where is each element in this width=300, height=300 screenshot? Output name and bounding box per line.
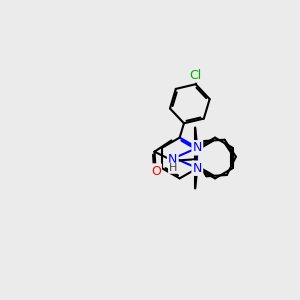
Text: H: H	[169, 163, 177, 173]
Text: N: N	[193, 162, 202, 175]
Text: Cl: Cl	[190, 68, 202, 82]
Text: N: N	[168, 153, 178, 166]
Text: N: N	[193, 141, 202, 154]
Text: O: O	[151, 164, 161, 178]
